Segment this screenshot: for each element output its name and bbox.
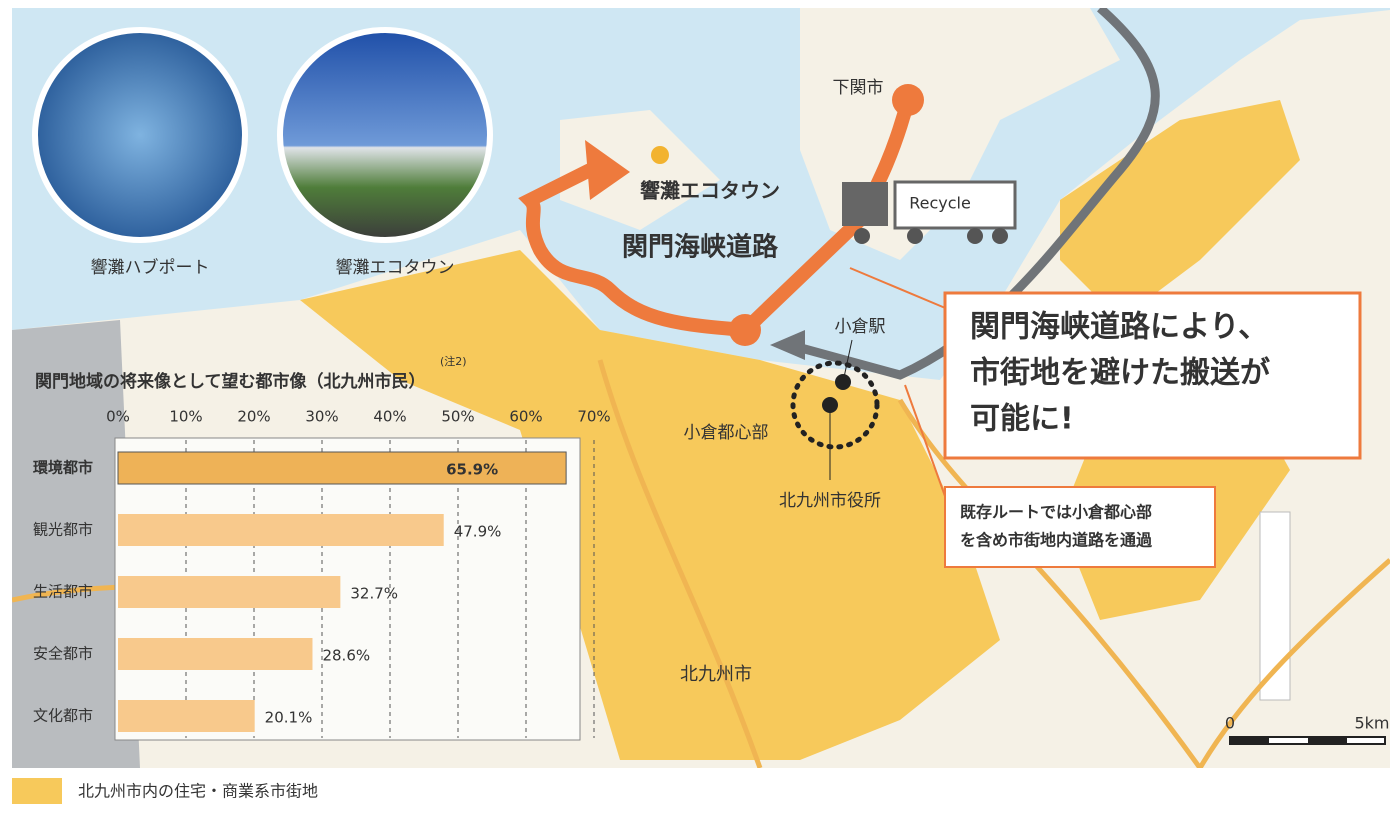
place-label: 響灘エコタウン [640, 179, 780, 203]
leader [849, 267, 951, 311]
value-label: 32.7% [350, 585, 398, 603]
scale-label: 0 [1225, 714, 1235, 733]
scale-bar [1229, 736, 1386, 745]
x-tick-label: 20% [237, 408, 270, 426]
x-tick-label: 0% [106, 408, 130, 426]
bar [118, 514, 444, 546]
pier [1259, 511, 1291, 701]
x-tick-label: 40% [373, 408, 406, 426]
node [892, 84, 924, 116]
node [729, 314, 761, 346]
urban-area [1060, 100, 1300, 320]
category-label: 生活都市 [33, 583, 93, 601]
callout-box [944, 486, 1216, 568]
category-label: 環境都市 [33, 459, 93, 477]
bar [118, 638, 313, 670]
road-label: 関門海峡道路 [622, 232, 779, 263]
x-tick-label: 60% [509, 408, 542, 426]
chart-note: (注2) [440, 354, 467, 368]
category-label: 観光都市 [33, 521, 93, 539]
callout-text: 市街地を避けた搬送が [970, 356, 1270, 391]
legend-swatch [12, 778, 62, 804]
place-label: 小倉都心部 [684, 423, 769, 443]
bar [118, 576, 341, 608]
photo-hibiki-hubport [32, 27, 248, 243]
value-label: 47.9% [454, 523, 502, 541]
chart-title: 関門地域の将来像として望む都市像（北九州市民） [35, 371, 426, 392]
scale-label: 5km [1354, 714, 1389, 733]
land-west [12, 320, 140, 768]
truck [842, 180, 1017, 244]
callout-text: 関門海峡道路により、 [970, 310, 1268, 345]
place-label: 北九州市 [680, 664, 752, 685]
truck-label: Recycle [909, 194, 971, 213]
place-label: 下関市 [833, 78, 884, 98]
callout-text: を含め市街地内道路を通過 [960, 531, 1153, 550]
map [12, 8, 1390, 768]
route-arrow [585, 140, 630, 200]
callout-box [943, 291, 1362, 460]
x-tick-label: 50% [441, 408, 474, 426]
route-arrow [770, 330, 805, 360]
callout-text: 可能に! [970, 402, 1074, 437]
place-label: 北九州市役所 [779, 491, 881, 511]
leader [842, 339, 853, 383]
bar [118, 700, 255, 732]
x-tick-label: 30% [305, 408, 338, 426]
value-label: 65.9% [446, 461, 498, 479]
leader [904, 384, 951, 511]
category-label: 安全都市 [33, 645, 93, 663]
value-label: 20.1% [265, 709, 313, 727]
place-label: 小倉駅 [835, 317, 886, 337]
photo-caption: 響灘エコタウン [336, 258, 455, 278]
value-label: 28.6% [322, 647, 370, 665]
legend-label: 北九州市内の住宅・商業系市街地 [78, 782, 318, 801]
photo-caption: 響灘ハブポート [91, 257, 210, 278]
kokura-circle [790, 360, 880, 450]
callout-text: 既存ルートでは小倉都心部 [960, 503, 1152, 522]
category-label: 文化都市 [33, 707, 93, 725]
x-tick-label: 10% [169, 408, 202, 426]
land-ecotown [560, 110, 720, 230]
photo-hibiki-ecotown [277, 27, 493, 243]
x-tick-label: 70% [577, 408, 610, 426]
ecotown-point [651, 146, 669, 164]
bar [117, 451, 567, 485]
